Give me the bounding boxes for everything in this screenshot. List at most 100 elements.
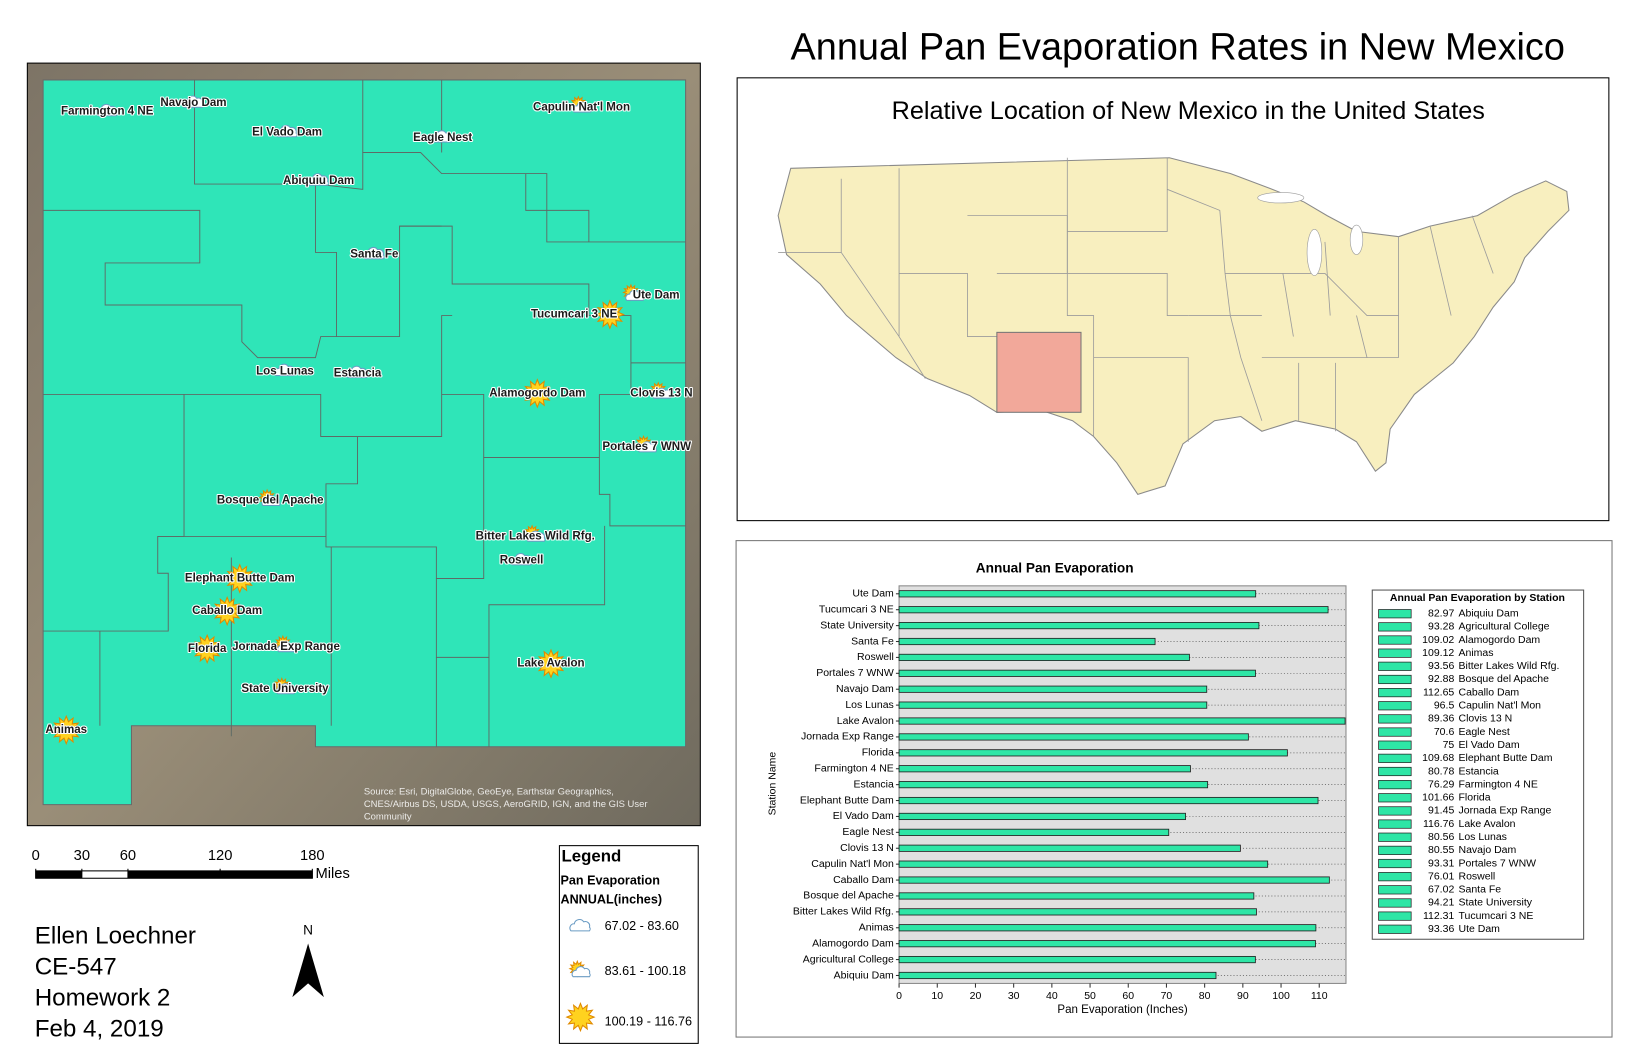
station-label: Estancia (334, 367, 382, 379)
sun (522, 378, 553, 409)
cloud (261, 494, 281, 507)
station-label: Jornada Exp Range (232, 641, 340, 653)
sun (535, 648, 567, 679)
x-tick-label: 0 (896, 990, 902, 1002)
station-label: Alamogordo Dam (489, 387, 585, 399)
series-legend-swatch (1378, 648, 1412, 658)
series-legend-name: Agricultural College (1458, 621, 1549, 633)
bar (898, 606, 1329, 614)
x-tick-label: 90 (1237, 990, 1249, 1002)
series-legend-swatch (1378, 609, 1412, 619)
series-legend-value: 92.88 (1428, 673, 1454, 685)
series-legend-name: Bosque del Apache (1458, 673, 1549, 685)
y-tick-label: Alamogordo Dam (812, 937, 894, 949)
state-lines (778, 157, 1494, 442)
page-title: Annual Pan Evaporation Rates in New Mexi… (791, 26, 1565, 68)
bar (898, 781, 1209, 789)
station-icon (307, 173, 329, 186)
station-label: El Vado Dam (252, 127, 322, 139)
scale-bar: 0 30 60 120 180 Miles (32, 848, 350, 882)
sun (212, 596, 243, 627)
station-label: Navajo Dam (160, 97, 226, 109)
series-legend-value: 82.97 (1428, 608, 1454, 620)
series-legend-name: Elephant Butte Dam (1458, 752, 1552, 764)
station-icon (568, 959, 591, 978)
series-legend-name: Ute Dam (1458, 923, 1500, 935)
series-legend-value: 109.12 (1422, 647, 1454, 659)
bar (898, 701, 1208, 709)
cloud (510, 553, 532, 566)
series-legend-value: 101.66 (1422, 792, 1454, 804)
series-legend-name: Alamogordo Dam (1458, 634, 1540, 646)
series-legend-name: Portales 7 WNW (1458, 857, 1536, 869)
series-legend-swatch (1378, 806, 1412, 816)
series-legend-value: 112.65 (1423, 686, 1454, 698)
series-legend-value: 70.6 (1434, 726, 1455, 738)
series-legend-value: 93.56 (1428, 660, 1454, 672)
series-legend-value: 91.45 (1428, 805, 1454, 817)
series-legend-name: Caballo Dam (1458, 686, 1519, 698)
station-icon (622, 283, 645, 302)
author-line: Homework 2 (35, 985, 171, 1012)
x-tick-label: 50 (1084, 990, 1096, 1002)
series-legend-swatch (1378, 819, 1412, 829)
map-stations: Abiquiu Dam Alamogordo Dam Animas Bitter La… (44, 95, 694, 746)
series-legend-swatch (1378, 661, 1412, 671)
series-legend-value: 80.56 (1428, 831, 1454, 843)
sun (594, 299, 625, 330)
map-source: Source: Esri, DigitalGlobe, GeoEye, Eart… (364, 786, 648, 822)
county-lines (43, 79, 686, 747)
series-legend-swatch (1378, 714, 1412, 724)
bar (898, 669, 1256, 677)
series-legend-swatch (1378, 766, 1412, 777)
station-icon (522, 378, 553, 409)
bar (898, 622, 1260, 630)
y-tick-label: Santa Fe (851, 635, 894, 647)
station-icon (649, 381, 672, 400)
series-legend-value: 76.01 (1428, 870, 1454, 882)
cloud (273, 363, 296, 377)
bar (898, 828, 1170, 836)
station-label: Florida (188, 643, 227, 655)
series-legend-value: 93.36 (1428, 923, 1454, 935)
cloud (652, 387, 672, 399)
series-legend-swatch (1378, 885, 1412, 895)
bar (898, 860, 1269, 868)
cloud (96, 103, 118, 117)
station-label: Elephant Butte Dam (185, 573, 295, 585)
series-legend-name: Farmington 4 NE (1458, 778, 1537, 790)
x-tick-label: 30 (1008, 990, 1020, 1002)
series-legend-swatch (1378, 924, 1412, 934)
author-line: Feb 4, 2019 (35, 1016, 164, 1043)
y-tick-label: Elephant Butte Dam (800, 794, 894, 806)
station-label: Capulin Nat'l Mon (533, 101, 630, 113)
series-legend-name: Navajo Dam (1458, 844, 1516, 856)
series-legend-swatch (1378, 674, 1412, 685)
station-icon (569, 95, 592, 113)
series-legend-swatch (1378, 832, 1412, 842)
station-icon (594, 299, 625, 330)
cloud (363, 246, 385, 260)
scale-bar-segment (35, 870, 82, 879)
series-legend-name: Lake Avalon (1458, 818, 1515, 830)
cloud (569, 919, 591, 932)
y-tick-label: Bosque del Apache (803, 890, 894, 902)
bar (898, 892, 1255, 900)
series-legend-value: 93.28 (1428, 621, 1454, 633)
lake (1349, 224, 1364, 255)
bar (898, 637, 1156, 646)
x-tick-label: 10 (931, 990, 943, 1002)
series-legend-swatch (1378, 845, 1412, 855)
station-label: Los Lunas (256, 365, 314, 377)
source-line: Source: Esri, DigitalGlobe, GeoEye, Eart… (364, 786, 614, 797)
bar (898, 765, 1191, 773)
legend-classes: 67.02 - 83.60 83.61 - 100.18 100.19 - 116.… (565, 919, 692, 1033)
north-arrow (292, 943, 324, 998)
series-legend-value: 89.36 (1428, 713, 1454, 725)
author-block: Ellen Loechner CE-547 Homework 2 Feb 4, 201… (35, 923, 196, 1043)
series-legend-name: Eagle Nest (1458, 726, 1509, 738)
cloud (637, 441, 657, 453)
sun (51, 714, 82, 746)
station-label: Abiquiu Dam (283, 175, 354, 187)
